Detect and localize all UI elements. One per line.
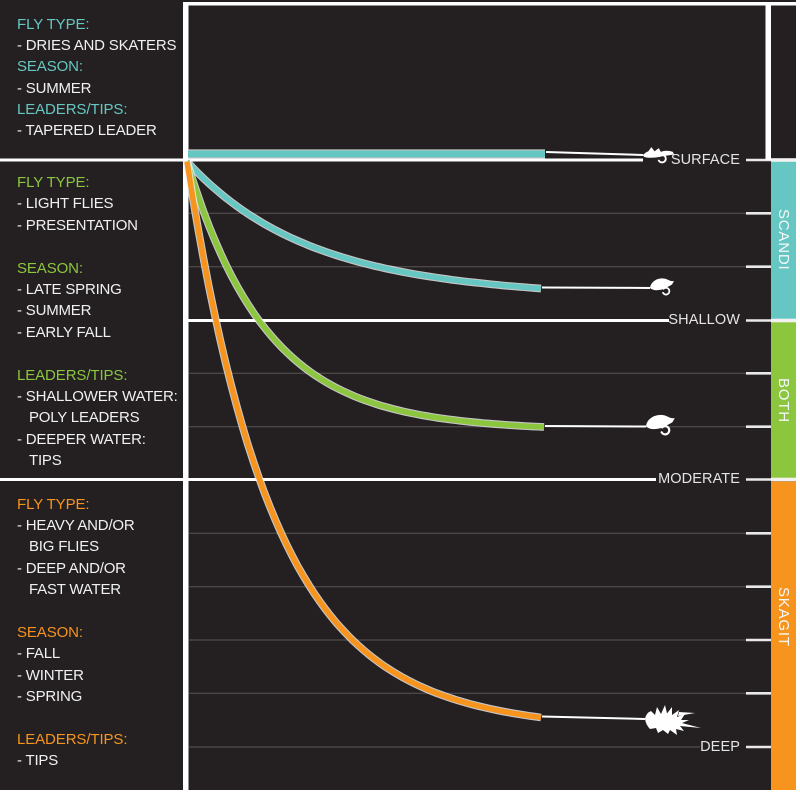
scandi-sink-line bbox=[184, 159, 542, 292]
bar-both bbox=[771, 322, 796, 478]
sidebar-header-text: FLY TYPE: bbox=[17, 174, 90, 191]
sidebar-header-text: LEADERS/TIPS: bbox=[17, 730, 128, 748]
sidebar-header-text: SEASON: bbox=[17, 259, 83, 277]
sidebar-item-text: - SHALLOWER WATER: bbox=[17, 387, 178, 405]
sidebar-blank-text bbox=[17, 236, 183, 257]
both-sink-line-leader bbox=[544, 425, 647, 428]
fly-part bbox=[646, 414, 675, 430]
sidebar-section-3: FLY TYPE: - HEAVY AND/OR BIG FLIES - DEEP A… bbox=[0, 480, 183, 772]
fly-part bbox=[645, 705, 689, 735]
sidebar-section-2: FLY TYPE: - LIGHT FLIES - PRESENTATION SEAS… bbox=[0, 160, 183, 471]
sidebar-cont-text: FAST WATER bbox=[29, 581, 121, 599]
fly-part bbox=[678, 712, 695, 716]
depth-label-moderate: MODERATE bbox=[658, 471, 740, 487]
sidebar-blank-text bbox=[17, 600, 183, 621]
bar-skagit bbox=[771, 481, 796, 790]
scandi-sink-line-leader bbox=[541, 286, 651, 289]
sidebar-item-text: - DRIES AND SKATERS bbox=[17, 36, 177, 54]
bar-label-both: BOTH bbox=[775, 377, 792, 423]
sidebar-item-text: - DEEPER WATER: bbox=[17, 430, 146, 448]
bar-separator bbox=[771, 477, 796, 482]
sidebar-header-text: LEADERS/TIPS: bbox=[17, 101, 128, 119]
streamer-fly-icon bbox=[645, 705, 701, 735]
sidebar-item-text: - SPRING bbox=[17, 688, 83, 706]
sidebar-item-text: - SUMMER bbox=[17, 302, 92, 320]
sidebar-item-text: - EARLY FALL bbox=[17, 323, 111, 341]
bar-separator bbox=[771, 318, 796, 323]
sidebar-blank-text bbox=[17, 707, 183, 728]
dry-fly-icon bbox=[643, 147, 674, 164]
sidebar-item-text: - PRESENTATION bbox=[17, 216, 138, 234]
depth-label-surface: SURFACE bbox=[670, 151, 740, 168]
skagit-sink-line bbox=[184, 161, 542, 721]
sidebar-item-text: - TAPERED LEADER bbox=[17, 122, 157, 140]
sidebar-item-text: - DEEP AND/OR bbox=[17, 559, 126, 577]
fly-part bbox=[662, 286, 671, 296]
sidebar-item-text: - SUMMER bbox=[17, 79, 92, 97]
depth-label-shallow: SHALLOW bbox=[668, 312, 740, 328]
fly-part bbox=[660, 425, 671, 436]
sidebar-cont-text: POLY LEADERS bbox=[29, 409, 140, 427]
sidebar-header-text: FLY TYPE: bbox=[17, 15, 90, 33]
sidebar-item-text: - WINTER bbox=[17, 666, 84, 684]
fly-part bbox=[643, 147, 674, 158]
sidebar-item-text: - HEAVY AND/OR bbox=[17, 516, 135, 534]
sidebar-header-text: SEASON: bbox=[17, 58, 83, 76]
bar-scandi bbox=[771, 160, 796, 319]
fly-part bbox=[678, 722, 701, 728]
bar-label-skagit: SKAGIT bbox=[775, 586, 792, 647]
sidebar-cont-text: TIPS bbox=[29, 452, 62, 470]
both-sink-line bbox=[184, 160, 545, 430]
bar-separator bbox=[771, 158, 796, 162]
wet-fly-icon bbox=[646, 414, 675, 436]
sidebar-item-text: - TIPS bbox=[17, 752, 59, 770]
sidebar-item-text: - LATE SPRING bbox=[17, 280, 122, 298]
sidebar-item-text: - LIGHT FLIES bbox=[17, 195, 114, 213]
floating-line-leader bbox=[545, 151, 644, 156]
sidebar-header-text: LEADERS/TIPS: bbox=[17, 366, 128, 384]
fly-part bbox=[650, 278, 674, 291]
skagit-sink-line-leader bbox=[541, 715, 646, 720]
bar-label-scandi: SCANDI bbox=[775, 209, 792, 271]
depth-label-deep: DEEP bbox=[700, 738, 740, 755]
sidebar-cont-text: BIG FLIES bbox=[29, 538, 99, 556]
sidebar-blank-text bbox=[17, 343, 183, 364]
sidebar-section-1: FLY TYPE: - DRIES AND SKATERS SEASON: - SUM… bbox=[0, 0, 183, 142]
sidebar-header-text: SEASON: bbox=[17, 623, 83, 641]
sidebar-header-text: FLY TYPE: bbox=[17, 495, 90, 513]
sidebar-item-text: - FALL bbox=[17, 645, 60, 663]
fly-part bbox=[657, 153, 667, 164]
wet-fly-icon bbox=[650, 278, 674, 296]
